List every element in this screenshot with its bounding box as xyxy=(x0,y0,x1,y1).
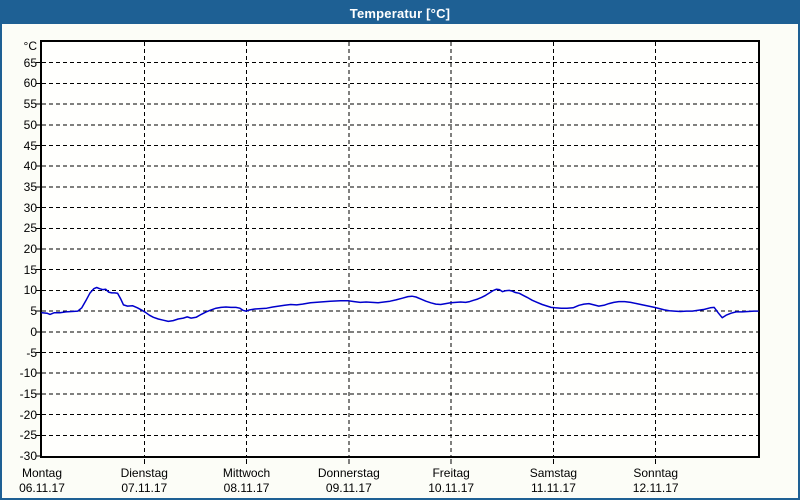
y-axis-tick-label: -10 xyxy=(19,366,37,381)
x-axis-date-label: 06.11.17 xyxy=(19,481,65,495)
x-axis-day-label: Donnerstag xyxy=(317,466,380,480)
y-axis-ticks xyxy=(36,62,41,457)
window-titlebar: Temperatur [°C] xyxy=(2,2,798,24)
y-axis-tick-label: 35 xyxy=(23,179,37,194)
x-axis-date-label: 11.11.17 xyxy=(530,481,576,495)
x-axis-date-label: 08.11.17 xyxy=(223,481,270,495)
temperature-line-chart xyxy=(36,42,759,464)
window-title: Temperatur [°C] xyxy=(349,5,451,21)
y-axis-tick-label: 45 xyxy=(23,138,37,153)
y-axis-tick-label: 0 xyxy=(30,324,37,339)
y-axis-tick-label: 5 xyxy=(30,304,37,319)
y-axis-tick-label: -20 xyxy=(19,407,37,422)
x-axis-day-label: Samstag xyxy=(529,466,578,480)
x-axis-day-label: Mittwoch xyxy=(222,466,271,480)
x-axis-date-label: 09.11.17 xyxy=(325,481,372,495)
y-axis-tick-label: 25 xyxy=(23,221,37,236)
temperature-series-line xyxy=(41,286,759,323)
x-axis-date-label: 12.11.17 xyxy=(632,481,679,495)
x-axis-day-label: Dienstag xyxy=(120,466,168,480)
x-axis-date-label: 07.11.17 xyxy=(121,481,168,495)
y-axis-tick-label: 50 xyxy=(23,117,37,132)
y-axis-tick-label: -5 xyxy=(26,345,37,360)
y-axis-tick-label: 30 xyxy=(23,200,37,215)
y-axis-tick-label: 15 xyxy=(23,262,37,277)
x-axis-date-label: 10.11.17 xyxy=(428,481,475,495)
y-axis-tick-label: 60 xyxy=(23,76,37,91)
horizontal-gridlines xyxy=(42,62,758,436)
y-axis-tick-label: -15 xyxy=(19,386,37,401)
y-axis-tick-label: -25 xyxy=(19,428,37,443)
y-axis-tick-label: 55 xyxy=(23,97,37,112)
x-axis-day-label: Montag xyxy=(21,466,63,480)
vertical-gridlines xyxy=(143,42,657,456)
y-axis-tick-label: 40 xyxy=(23,159,37,174)
y-axis-tick-label: -30 xyxy=(19,449,37,463)
x-axis-day-label: Sonntag xyxy=(633,466,679,480)
y-axis-tick-label: 20 xyxy=(23,242,37,256)
y-axis-tick-label: 10 xyxy=(23,283,37,298)
y-axis-tick-label: 65 xyxy=(23,55,37,70)
x-axis-ticks xyxy=(143,459,657,464)
y-axis-unit-label: °C xyxy=(23,39,37,53)
x-axis-day-label: Freitag xyxy=(432,466,470,480)
